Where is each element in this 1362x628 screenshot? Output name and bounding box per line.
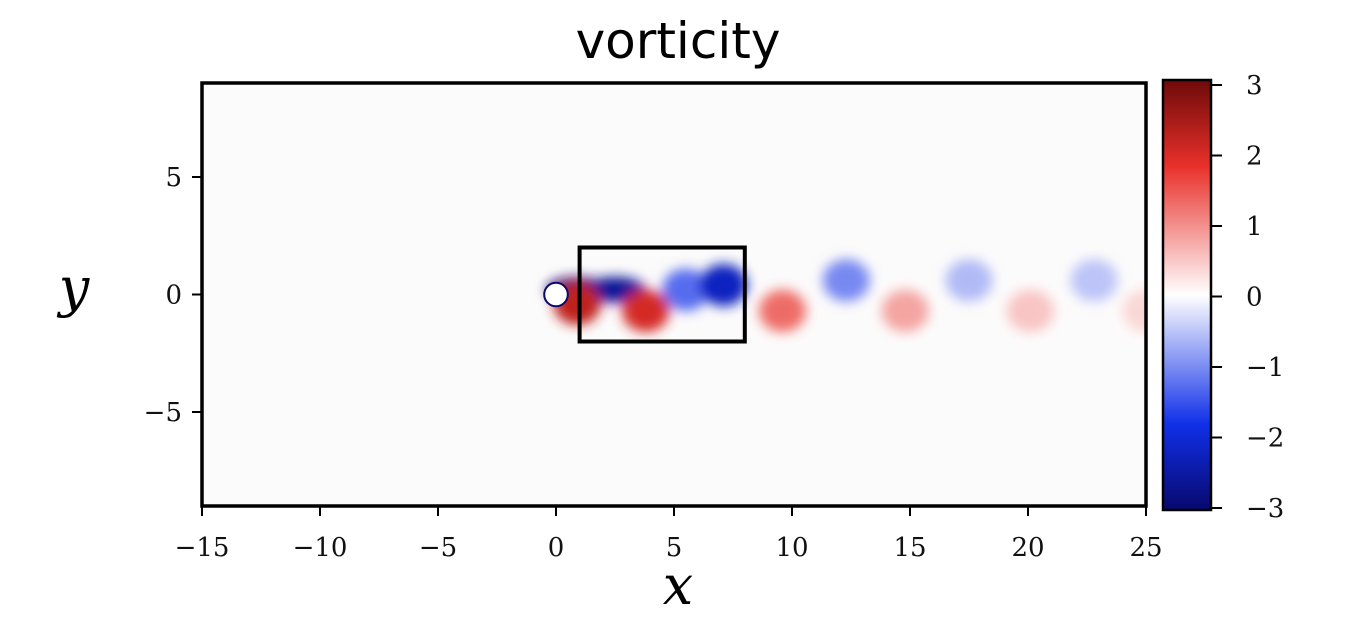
- obstacle-layer: [543, 281, 569, 308]
- vortex-negative-7: [822, 259, 870, 302]
- colorbar-tick-label: 0: [1246, 283, 1263, 313]
- x-tick-label: −15: [175, 533, 230, 563]
- vortex-negative-4: [662, 268, 710, 311]
- vortex-positive-3: [622, 289, 670, 333]
- vortex-negative-5: [699, 263, 748, 307]
- vortex-layer: [546, 259, 1146, 333]
- x-tick-label: 5: [666, 533, 683, 563]
- colorbar-tick-label: 2: [1246, 142, 1263, 172]
- x-axis-ticks: −15 −10 −5 0 5 10 15 20 25: [175, 506, 1163, 563]
- colorbar-tick-label: −2: [1246, 424, 1284, 454]
- vortex-positive-6: [758, 289, 807, 333]
- colorbar-ticks: 3 2 1 0 −1 −2 −3: [1211, 71, 1284, 524]
- y-axis-label: y: [57, 256, 91, 319]
- x-tick-label: 25: [1129, 533, 1162, 563]
- x-tick-label: −5: [419, 533, 457, 563]
- vortex-positive-8: [881, 289, 929, 333]
- colorbar-tick-label: 1: [1246, 212, 1263, 242]
- x-tick-label: 15: [893, 533, 926, 563]
- x-axis-label: x: [663, 554, 693, 617]
- vortex-positive-12: [1122, 289, 1146, 333]
- cylinder-obstacle: [543, 281, 569, 308]
- y-tick-label: 5: [165, 163, 182, 193]
- y-axis-ticks: 5 0 −5: [144, 163, 202, 428]
- x-tick-label: 10: [775, 533, 808, 563]
- colorbar-tick-label: 3: [1246, 71, 1263, 101]
- vortex-positive-10: [1006, 289, 1054, 333]
- highlight-box: [577, 245, 747, 344]
- vortex-negative-9: [945, 259, 993, 302]
- y-tick-label: −5: [144, 398, 182, 428]
- y-tick-label: 0: [165, 281, 182, 311]
- chart-title: vorticity: [576, 12, 781, 70]
- colorbar: [1161, 78, 1213, 512]
- colorbar-tick-label: −3: [1246, 494, 1284, 524]
- colorbar-tick-label: −1: [1246, 353, 1284, 383]
- vortex-negative-11: [1070, 259, 1118, 302]
- x-tick-label: 0: [548, 533, 565, 563]
- x-tick-label: −10: [293, 533, 348, 563]
- x-tick-label: 20: [1011, 533, 1044, 563]
